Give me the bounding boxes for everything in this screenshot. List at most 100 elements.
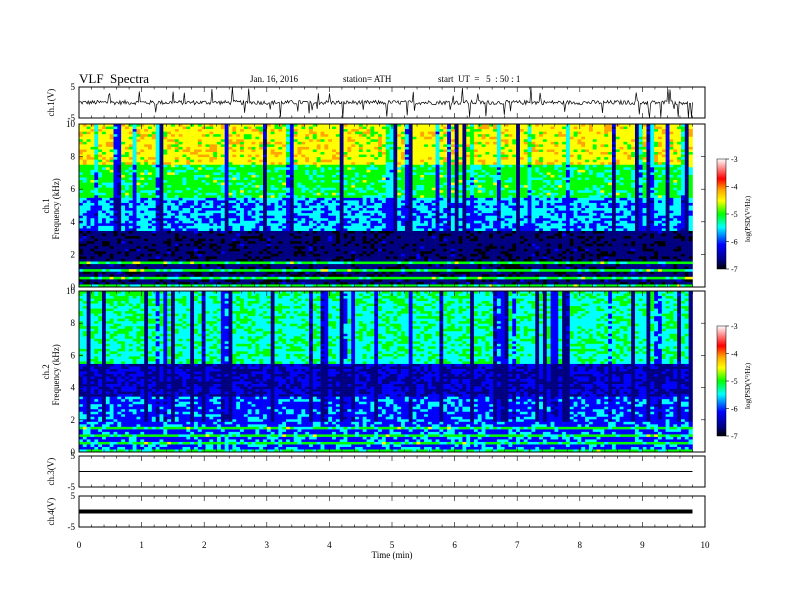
spectrogram-cell — [324, 228, 329, 232]
spectrogram-cell — [205, 174, 210, 178]
spectrogram-cell — [121, 180, 126, 183]
spectrogram-cell — [167, 258, 172, 262]
spectrogram-cell — [316, 213, 321, 216]
spectrogram-cell — [113, 157, 118, 160]
spectrogram-cell — [113, 126, 118, 130]
spectrogram-cell — [220, 238, 225, 242]
spectrogram-cell — [163, 152, 168, 155]
spectrogram-cell — [358, 215, 364, 219]
spectrogram-cell — [98, 139, 103, 143]
spectrogram-cell — [289, 192, 295, 196]
spectrogram-cell — [355, 266, 360, 270]
spectrogram-cell — [213, 162, 218, 166]
spectrogram-cell — [355, 174, 360, 178]
spectrogram-cell — [151, 208, 156, 211]
spectrogram-cell — [205, 152, 210, 155]
spectrogram-cell — [324, 269, 329, 273]
spectrogram-cell — [82, 149, 87, 153]
spectrogram-cell — [335, 246, 341, 250]
spectrogram-cell — [94, 159, 99, 163]
spectrogram-cell — [343, 225, 348, 229]
spectrogram-cell — [293, 248, 298, 252]
spectrogram-cell — [117, 195, 122, 199]
spectrogram-cell — [297, 241, 302, 245]
spectrogram-cell — [259, 192, 264, 196]
spectrogram-cell — [305, 169, 310, 173]
spectrogram-cell — [263, 236, 268, 239]
spectrogram-cell — [113, 238, 118, 242]
spectrogram-cell — [309, 172, 314, 176]
spectrogram-cell — [178, 131, 183, 135]
spectrogram-cell — [312, 238, 318, 242]
spectrogram-cell — [266, 261, 272, 265]
spectrogram-cell — [213, 131, 218, 135]
spectrogram-cell — [305, 218, 310, 222]
spectrogram-cell — [125, 192, 130, 196]
spectrogram-cell — [90, 236, 95, 239]
spectrogram-cell — [343, 139, 348, 143]
spectrogram-cell — [163, 202, 168, 206]
spectrogram-cell — [174, 169, 179, 173]
spectrogram-cell — [301, 162, 306, 166]
spectrogram-cell — [190, 200, 195, 204]
spectrogram-cell — [355, 159, 360, 163]
spectrogram-cell — [128, 248, 133, 252]
spectrogram-cell — [213, 264, 218, 267]
spectrogram-cell — [140, 233, 145, 237]
spectrogram-cell — [186, 131, 191, 135]
spectrogram-cell — [167, 190, 172, 194]
spectrogram-cell — [213, 218, 218, 222]
spectrogram-cell — [82, 264, 87, 267]
spectrogram-cell — [167, 269, 172, 273]
spectrogram-cell — [132, 284, 137, 288]
spectrogram-cell — [113, 192, 118, 196]
spectrogram-cell — [167, 192, 172, 196]
spectrogram-cell — [358, 210, 364, 214]
spectrogram-cell — [301, 246, 306, 250]
spectrogram-cell — [232, 246, 237, 250]
spectrogram-cell — [90, 215, 95, 219]
spectrogram-cell — [320, 180, 325, 183]
spectrogram-cell — [132, 134, 137, 138]
spectrogram-cell — [332, 264, 337, 267]
spectrogram-cell — [128, 284, 133, 288]
spectrogram-cell — [243, 258, 248, 262]
spectrogram-cell — [255, 149, 260, 153]
spectrogram-cell — [224, 144, 229, 148]
spectrogram-cell — [86, 136, 91, 140]
spectrogram-cell — [243, 172, 248, 176]
spectrogram-cell — [213, 266, 218, 270]
spectrogram-cell — [255, 281, 260, 285]
spectrogram-cell — [228, 279, 233, 283]
spectrogram-cell — [240, 264, 245, 267]
spectrogram-cell — [163, 131, 168, 135]
spectrogram-cell — [113, 215, 118, 219]
spectrogram-cell — [174, 141, 179, 145]
spectrogram-cell — [328, 141, 333, 145]
spectrogram-cell — [236, 220, 241, 224]
spectrogram-cell — [151, 271, 156, 275]
spectrogram-cell — [274, 159, 279, 163]
spectrogram-cell — [197, 208, 202, 211]
spectrogram-cell — [228, 248, 233, 252]
spectrogram-cell — [251, 215, 256, 219]
spectrogram-cell — [289, 152, 295, 155]
spectrogram-cell — [259, 279, 264, 283]
spectrogram-cell — [125, 139, 130, 143]
spectrogram-cell — [282, 261, 287, 265]
spectrogram-cell — [335, 190, 341, 194]
spectrogram-cell — [140, 236, 145, 239]
spectrogram-cell — [86, 241, 91, 245]
spectrogram-cell — [117, 248, 122, 252]
spectrogram-cell — [128, 134, 133, 138]
spectrogram-cell — [251, 174, 256, 178]
spectrogram-cell — [102, 261, 107, 265]
spectrogram-cell — [174, 236, 179, 239]
spectrogram-cell — [366, 241, 371, 245]
spectrogram-cell — [247, 253, 252, 257]
spectrogram-cell — [144, 190, 149, 194]
spectrogram-cell — [332, 256, 337, 260]
spectrogram-cell — [132, 238, 137, 242]
spectrogram-cell — [289, 149, 295, 153]
spectrogram-cell — [355, 139, 360, 143]
